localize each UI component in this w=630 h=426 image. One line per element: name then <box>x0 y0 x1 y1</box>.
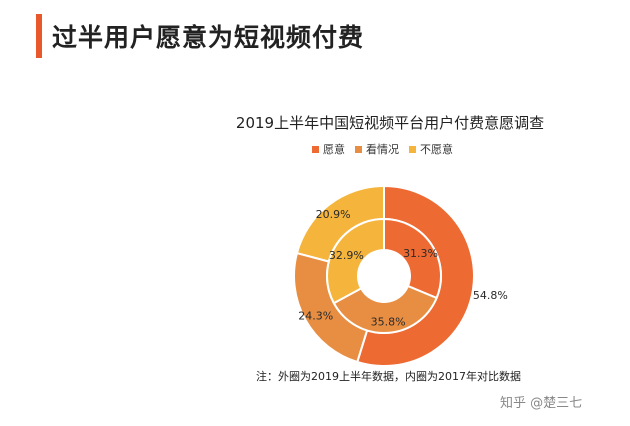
legend-swatch-unwilling <box>409 145 416 153</box>
outer-label-unwilling: 20.9% <box>316 208 351 221</box>
legend-swatch-depends <box>355 145 362 153</box>
chart-legend: 愿意 看情况 不愿意 <box>312 141 453 157</box>
legend-swatch-willing <box>312 145 319 153</box>
inner-label-unwilling: 32.9% <box>329 249 364 262</box>
legend-item-willing: 愿意 <box>312 141 345 157</box>
inner-label-depends: 35.8% <box>371 315 406 328</box>
chart-note: 注：外圈为2019上半年数据，内圈为2017年对比数据 <box>256 370 521 383</box>
legend-item-depends: 看情况 <box>355 141 399 157</box>
watermark: 知乎 @楚三七 <box>500 396 583 411</box>
legend-label-willing: 愿意 <box>323 143 345 156</box>
legend-item-unwilling: 不愿意 <box>409 141 453 157</box>
outer-label-willing: 54.8% <box>473 289 508 302</box>
page-title: 过半用户愿意为短视频付费 <box>52 23 365 52</box>
inner-slice-willing <box>383 217 442 300</box>
inner-slice-depends <box>332 284 438 334</box>
outer-label-depends: 24.3% <box>298 310 333 323</box>
legend-label-depends: 看情况 <box>366 143 399 156</box>
header-accent-bar <box>36 14 42 58</box>
inner-slice-unwilling <box>326 217 385 305</box>
legend-label-unwilling: 不愿意 <box>420 143 453 156</box>
inner-label-willing: 31.3% <box>403 247 438 260</box>
chart-title: 2019上半年中国短视频平台用户付费意愿调查 <box>235 114 545 132</box>
